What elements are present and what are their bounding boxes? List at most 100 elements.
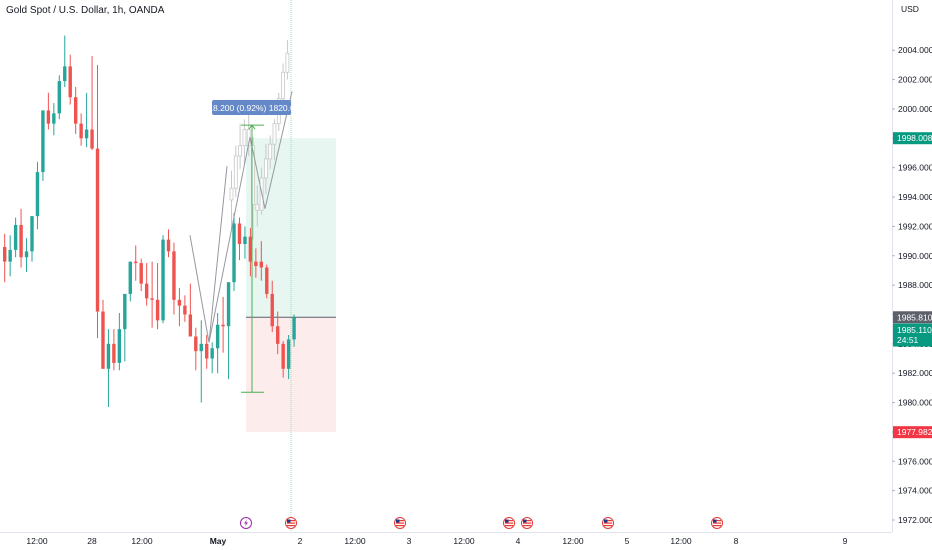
projection-leg[interactable] [189, 166, 228, 343]
candle [57, 75, 61, 120]
chart-title: Gold Spot / U.S. Dollar, 1h, OANDA [6, 5, 165, 16]
projection-candle [263, 144, 268, 195]
candle-body [63, 66, 67, 82]
us-flag-icon[interactable] [394, 517, 406, 529]
candle-body [30, 216, 34, 252]
candle-body [270, 293, 274, 327]
candle-body [210, 348, 214, 359]
us-flag-icon[interactable] [602, 517, 614, 529]
candle-body [265, 267, 269, 294]
candle [276, 311, 280, 355]
candle-body [144, 283, 149, 299]
candle-body [41, 110, 45, 173]
candle [128, 261, 132, 302]
candle [194, 327, 198, 371]
projection-body [272, 123, 277, 145]
last-price-tag-bg [893, 323, 932, 347]
candle [183, 295, 187, 322]
candle [205, 335, 209, 369]
candle-body [73, 97, 78, 124]
candle [237, 217, 242, 261]
candle-body [128, 261, 132, 294]
time-tick-label: May [210, 536, 227, 546]
candle [248, 227, 253, 277]
price-tick-label: 1974.000 [898, 486, 932, 496]
flag-canton [396, 519, 400, 523]
candle-body [57, 81, 61, 114]
candle [52, 103, 56, 136]
candle-body [3, 246, 7, 262]
candle-body [259, 261, 264, 268]
projection-candle [255, 185, 260, 227]
candle [63, 35, 67, 87]
price-tick-label: 1990.000 [898, 251, 932, 261]
candle [79, 113, 83, 146]
projection-candle [268, 135, 273, 170]
time-tick-label: 12:00 [562, 536, 584, 546]
candle-body [292, 317, 296, 340]
candle [166, 229, 171, 258]
candle-body [19, 224, 23, 258]
candle [286, 335, 291, 380]
projection-body [229, 187, 234, 201]
projection-body [268, 143, 273, 160]
measure-arrow-icon [248, 124, 256, 130]
flag-stripe [396, 525, 404, 527]
candle [232, 213, 236, 291]
candle [172, 242, 176, 315]
candle-body [24, 251, 29, 258]
time-tick-label: 12:00 [670, 536, 692, 546]
candle-body [248, 236, 253, 262]
candle [35, 161, 40, 230]
us-flag-icon[interactable] [503, 517, 515, 529]
price-tick-label: 2002.000 [898, 75, 932, 85]
projection-candle [229, 170, 234, 230]
flag-stripe [396, 522, 404, 524]
candle [139, 258, 143, 291]
candle-body [8, 249, 12, 262]
candle [265, 264, 269, 299]
candle-body [254, 261, 258, 267]
flag-stripe [604, 522, 612, 524]
candle-body [68, 66, 72, 98]
price-tick-label: 1972.000 [898, 515, 932, 525]
flag-canton [604, 519, 608, 523]
candle [221, 296, 225, 353]
measure-label: 18.200 (0.92%) 1820.0 [208, 103, 295, 113]
candle [281, 340, 285, 378]
flag-stripe [713, 522, 721, 524]
flag-stripe [713, 520, 721, 522]
flag-stripe [713, 525, 721, 527]
candle-body [243, 236, 247, 245]
price-tick-label: 1980.000 [898, 398, 932, 408]
price-tick-label: 1976.000 [898, 456, 932, 466]
candle [106, 329, 111, 407]
us-flag-icon[interactable] [711, 517, 723, 529]
price-tick-label: 2004.000 [898, 45, 932, 55]
candle [210, 342, 214, 374]
candle-body [232, 223, 236, 283]
price-tick-label: 1994.000 [898, 192, 932, 202]
candle-body [84, 129, 89, 139]
projection-candle [233, 145, 238, 198]
flag-canton [505, 519, 509, 523]
projection-path[interactable] [208, 91, 293, 343]
candle [134, 245, 138, 281]
projection-body [242, 129, 247, 147]
price-tick-label: 1982.000 [898, 368, 932, 378]
us-flag-icon[interactable] [521, 517, 533, 529]
flag-stripe [396, 520, 404, 522]
stop-price-tag: 1977.982 [897, 427, 932, 437]
flag-canton [523, 519, 527, 523]
projection-body [233, 155, 238, 189]
price-tick-label: 2000.000 [898, 104, 932, 114]
lightning-icon[interactable] [240, 517, 252, 529]
time-tick-label: 12:00 [26, 536, 48, 546]
us-flag-icon[interactable] [285, 517, 297, 529]
candle-body [150, 298, 154, 300]
candle-body [161, 239, 165, 321]
candle-body [226, 282, 231, 327]
countdown-timer: 24:51 [897, 335, 919, 345]
candle [123, 293, 127, 362]
